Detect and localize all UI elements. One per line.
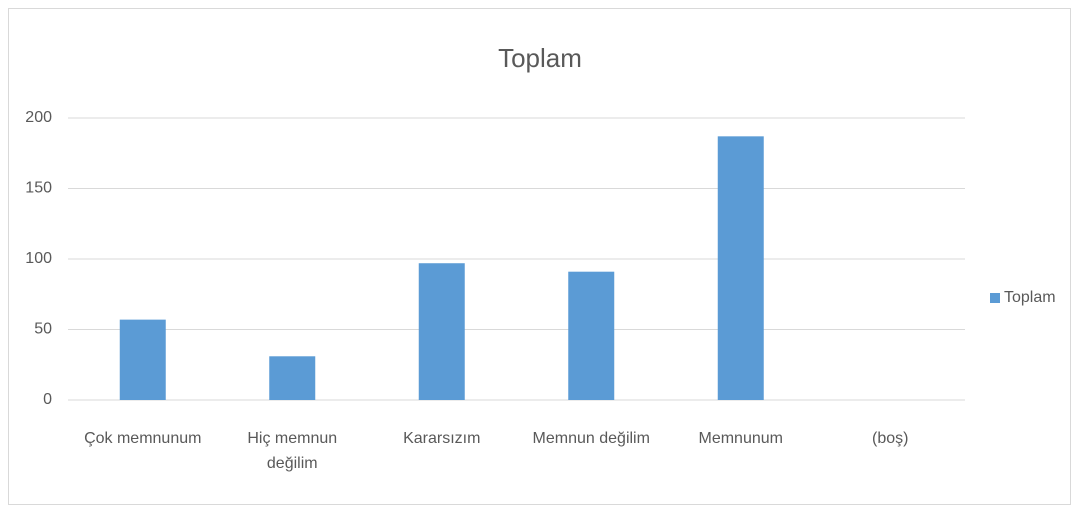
x-tick-label: Memnun değilim: [532, 430, 650, 447]
bar: [269, 356, 316, 400]
bar: [568, 271, 615, 400]
x-tick-label: Çok memnunum: [84, 430, 202, 447]
bar: [418, 263, 465, 400]
bar: [119, 319, 166, 400]
bar: [717, 136, 764, 400]
y-tick-label: 150: [25, 180, 52, 197]
y-tick-label: 100: [25, 250, 52, 267]
chart-border: [8, 8, 1071, 505]
legend-swatch: [990, 293, 1000, 303]
y-tick-label: 0: [43, 391, 52, 408]
x-tick-label: Hiç memnun değilim: [247, 430, 338, 472]
legend-label: Toplam: [1004, 289, 1056, 306]
chart-title: Toplam: [498, 43, 582, 73]
y-tick-label: 200: [25, 109, 52, 126]
y-tick-label: 50: [34, 321, 52, 338]
x-tick-label: (boş): [872, 430, 909, 447]
x-tick-label: Kararsızım: [403, 430, 481, 447]
x-tick-label: Memnunum: [698, 430, 783, 447]
